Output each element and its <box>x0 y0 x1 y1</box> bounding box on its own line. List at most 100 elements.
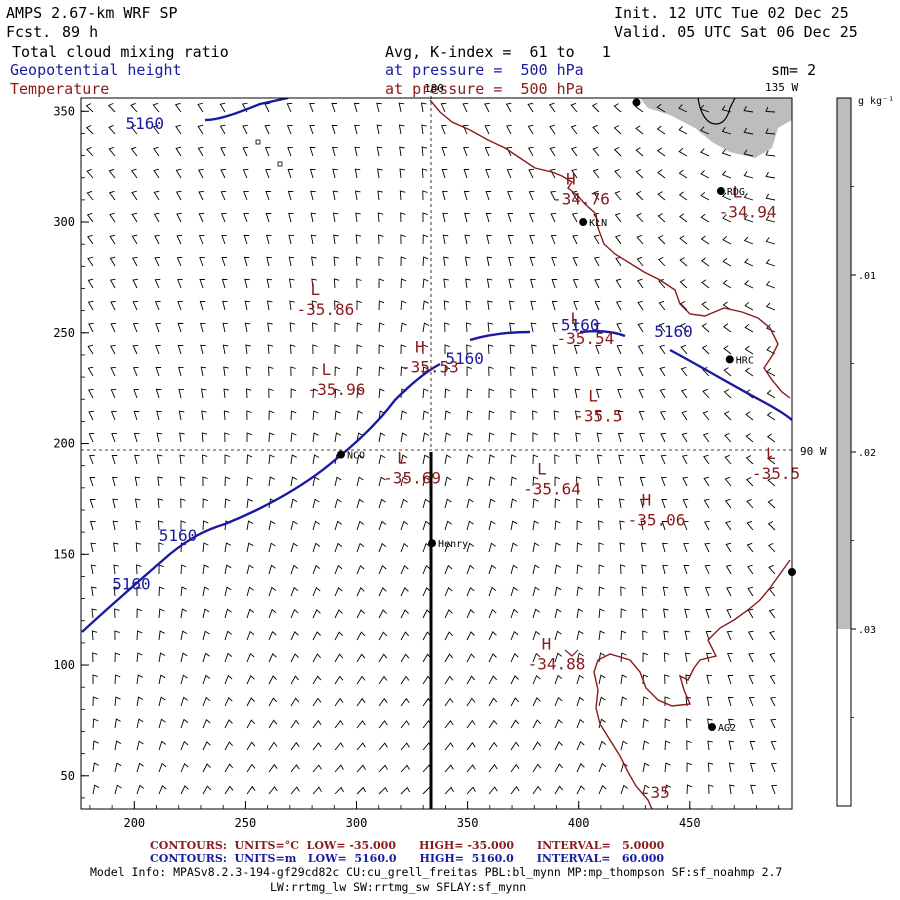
wind-barb <box>224 719 233 729</box>
wind-barb <box>771 784 777 795</box>
wind-barb <box>243 234 250 245</box>
wind-barb <box>136 762 144 773</box>
wind-barb <box>682 520 689 531</box>
wind-barb <box>595 388 602 399</box>
wind-barb <box>750 784 756 795</box>
wind-barb <box>175 190 182 201</box>
wind-barb <box>265 191 271 201</box>
wind-barb <box>747 630 754 641</box>
wind-barb <box>197 146 204 157</box>
wind-barb <box>290 432 297 443</box>
wind-barb <box>618 454 624 465</box>
wind-barb <box>312 454 320 465</box>
extremum-value-label: -34.88 <box>528 654 586 673</box>
wind-barb <box>444 476 452 487</box>
y-tick-label: 50 <box>61 769 75 783</box>
wind-barb <box>331 103 337 113</box>
wind-barb <box>310 234 317 245</box>
wind-barb <box>378 653 388 663</box>
wind-barb <box>154 278 161 289</box>
wind-barb <box>224 608 232 619</box>
temperature-contour-small <box>564 649 579 657</box>
wind-barb <box>444 498 452 509</box>
wind-barb <box>686 762 692 773</box>
wind-barb <box>463 190 470 201</box>
wind-barb <box>110 366 116 377</box>
wind-barb <box>334 300 340 311</box>
wind-barb <box>506 146 513 157</box>
wind-barb <box>642 718 649 729</box>
footer-temperature-contours: CONTOURS: UNITS=°C LOW= -35.000 HIGH= -3… <box>150 839 665 852</box>
wind-barb <box>573 323 580 333</box>
wind-barb <box>331 146 338 157</box>
wind-barb <box>488 786 498 795</box>
height-contour-east <box>669 348 792 421</box>
wind-barb <box>290 520 298 531</box>
wind-barb <box>615 256 622 267</box>
wind-barb <box>683 565 690 575</box>
wind-barb <box>593 256 600 267</box>
wind-barb <box>112 520 119 531</box>
wind-barb <box>422 278 429 289</box>
wind-barb <box>509 322 515 333</box>
wind-barb <box>679 300 688 311</box>
wind-barb <box>700 213 710 223</box>
wind-barb <box>770 696 776 707</box>
wind-barb <box>92 652 98 663</box>
wind-barb <box>508 256 514 267</box>
wind-barb <box>532 564 540 575</box>
wind-barb <box>636 256 644 267</box>
wind-barb <box>198 168 204 179</box>
wind-barb <box>744 301 754 311</box>
wind-barb <box>287 169 294 179</box>
wind-barb <box>136 784 145 795</box>
wind-barb <box>444 697 454 707</box>
wind-barb <box>400 631 410 641</box>
y-tick-label: 150 <box>53 547 75 561</box>
wind-barb <box>576 520 583 531</box>
wind-barb <box>597 498 604 509</box>
wind-barb <box>287 146 293 157</box>
wind-barb <box>637 344 644 355</box>
wind-barb <box>221 234 227 245</box>
wind-barb <box>595 344 601 355</box>
wind-barb <box>114 762 122 773</box>
wind-barb <box>444 520 452 531</box>
wind-barb <box>662 564 668 575</box>
wind-barb <box>92 784 100 795</box>
wind-barb <box>638 410 645 421</box>
wind-barb <box>422 587 431 597</box>
wind-barb <box>220 168 227 179</box>
wind-barb <box>312 631 321 641</box>
wind-barb <box>553 432 560 443</box>
wind-barb <box>109 256 116 267</box>
wind-barb <box>268 476 275 487</box>
wind-barb <box>355 256 362 267</box>
wind-barb <box>465 300 471 311</box>
wind-barb <box>266 256 272 267</box>
colorbar-fill <box>837 98 851 629</box>
x-tick-label: 450 <box>679 816 701 830</box>
wind-barb <box>312 586 321 597</box>
wind-barb <box>488 476 496 487</box>
wind-barb <box>684 652 691 663</box>
wind-barb <box>224 630 232 641</box>
wind-barb <box>596 410 602 421</box>
wind-barb <box>708 784 714 795</box>
wind-barb <box>136 586 142 597</box>
wind-barb <box>570 124 578 135</box>
wind-barb <box>312 609 321 619</box>
wind-barb <box>703 476 710 487</box>
wind-barb <box>576 696 585 707</box>
wind-barb <box>485 168 491 179</box>
wind-barb <box>156 432 163 443</box>
wind-barb <box>554 763 564 773</box>
wind-barb <box>615 300 622 311</box>
wind-barb <box>286 102 293 113</box>
wind-barb <box>114 784 122 795</box>
wind-barb <box>92 718 99 729</box>
wind-barb <box>464 212 470 223</box>
wind-barb <box>598 630 605 641</box>
wind-barb <box>130 124 138 135</box>
